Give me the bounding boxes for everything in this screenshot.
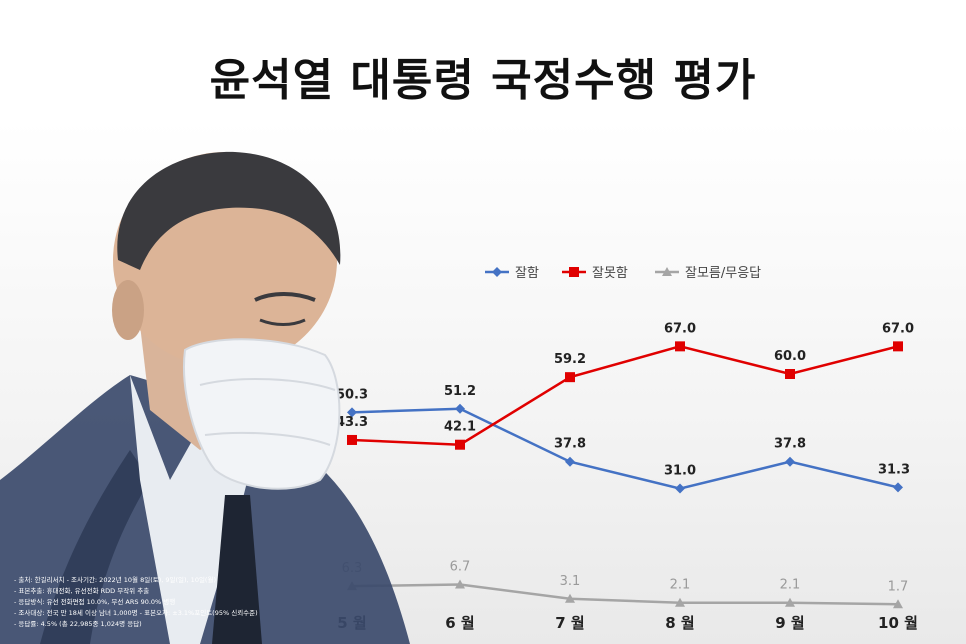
data-label: 31.3 (878, 462, 910, 477)
data-label: 60.0 (774, 349, 806, 364)
data-point (347, 407, 357, 418)
data-point (455, 439, 465, 450)
x-tick-label: 8 월 (665, 614, 694, 632)
legend-marker (662, 267, 672, 276)
president-photo (0, 151, 410, 644)
series-line-3 (351, 583, 899, 606)
data-point (675, 341, 685, 352)
legend: 잘함 잘못함 잘모름/무응답 (485, 266, 761, 281)
data-label: 67.0 (882, 321, 914, 336)
data-point (893, 599, 903, 609)
data-point (455, 579, 465, 589)
data-point (565, 456, 575, 467)
x-tick-label: 6 월 (445, 614, 474, 632)
data-label: 43.3 (336, 415, 368, 430)
data-point (347, 434, 357, 445)
data-point (785, 597, 795, 607)
data-label: 1.7 (888, 579, 909, 594)
legend-marker (569, 267, 579, 277)
data-point (675, 483, 685, 494)
data-label: 51.2 (444, 384, 476, 399)
legend-label: 잘못함 (592, 266, 628, 281)
note-line: - 표본추출: 휴대전화, 유선전화 RDD 무작위 추출 (14, 587, 150, 595)
data-point (455, 403, 465, 414)
x-tick-label: 10 월 (878, 614, 918, 632)
note-line: - 출처: 한길리서치 - 조사기간: 2022년 10월 8일(토), 9일(… (14, 576, 216, 584)
data-point (785, 369, 795, 379)
note-line: - 응답방식: 유선 전화면접 10.0%, 무선 ARS 90.0% 병행 (14, 598, 176, 606)
data-label: 6.7 (450, 560, 471, 575)
legend-label: 잘모름/무응답 (685, 266, 761, 281)
series-line-1 (351, 407, 899, 490)
data-point (565, 372, 575, 383)
note-line: - 조사대상: 전국 만 18세 이상 남녀 1,000명 - 표본오차: ±3… (14, 609, 258, 617)
data-label: 37.8 (554, 437, 586, 452)
note-line: - 응답률: 4.5% (총 22,985중 1,024명 응답) (14, 620, 142, 628)
survey-notes: - 출처: 한길리서치 - 조사기간: 2022년 10월 8일(토), 9일(… (14, 575, 434, 630)
series-line-2 (351, 345, 899, 446)
legend-label: 잘함 (515, 266, 539, 281)
data-label: 50.3 (336, 387, 368, 402)
data-label: 37.8 (774, 437, 806, 452)
data-point (893, 482, 903, 493)
data-label: 2.1 (670, 578, 691, 593)
data-label: 2.1 (780, 578, 801, 593)
data-label: 67.0 (664, 321, 696, 336)
data-point (785, 456, 795, 467)
legend-marker (492, 267, 502, 277)
data-point (893, 341, 903, 352)
x-tick-label: 9 월 (775, 614, 804, 632)
data-label: 42.1 (444, 420, 476, 435)
data-label: 31.0 (664, 464, 696, 479)
data-label: 3.1 (560, 574, 581, 589)
data-point (675, 597, 685, 607)
data-point (565, 593, 575, 603)
data-label: 59.2 (554, 352, 586, 367)
series-layer: 50.3 51.2 37.8 31.0 37.8 31.3 43.3 42.1 59.2 67.0… (336, 321, 914, 609)
x-tick-label: 7 월 (555, 614, 584, 632)
page-title: 윤석열 대통령 국정수행 평가 (209, 55, 757, 106)
